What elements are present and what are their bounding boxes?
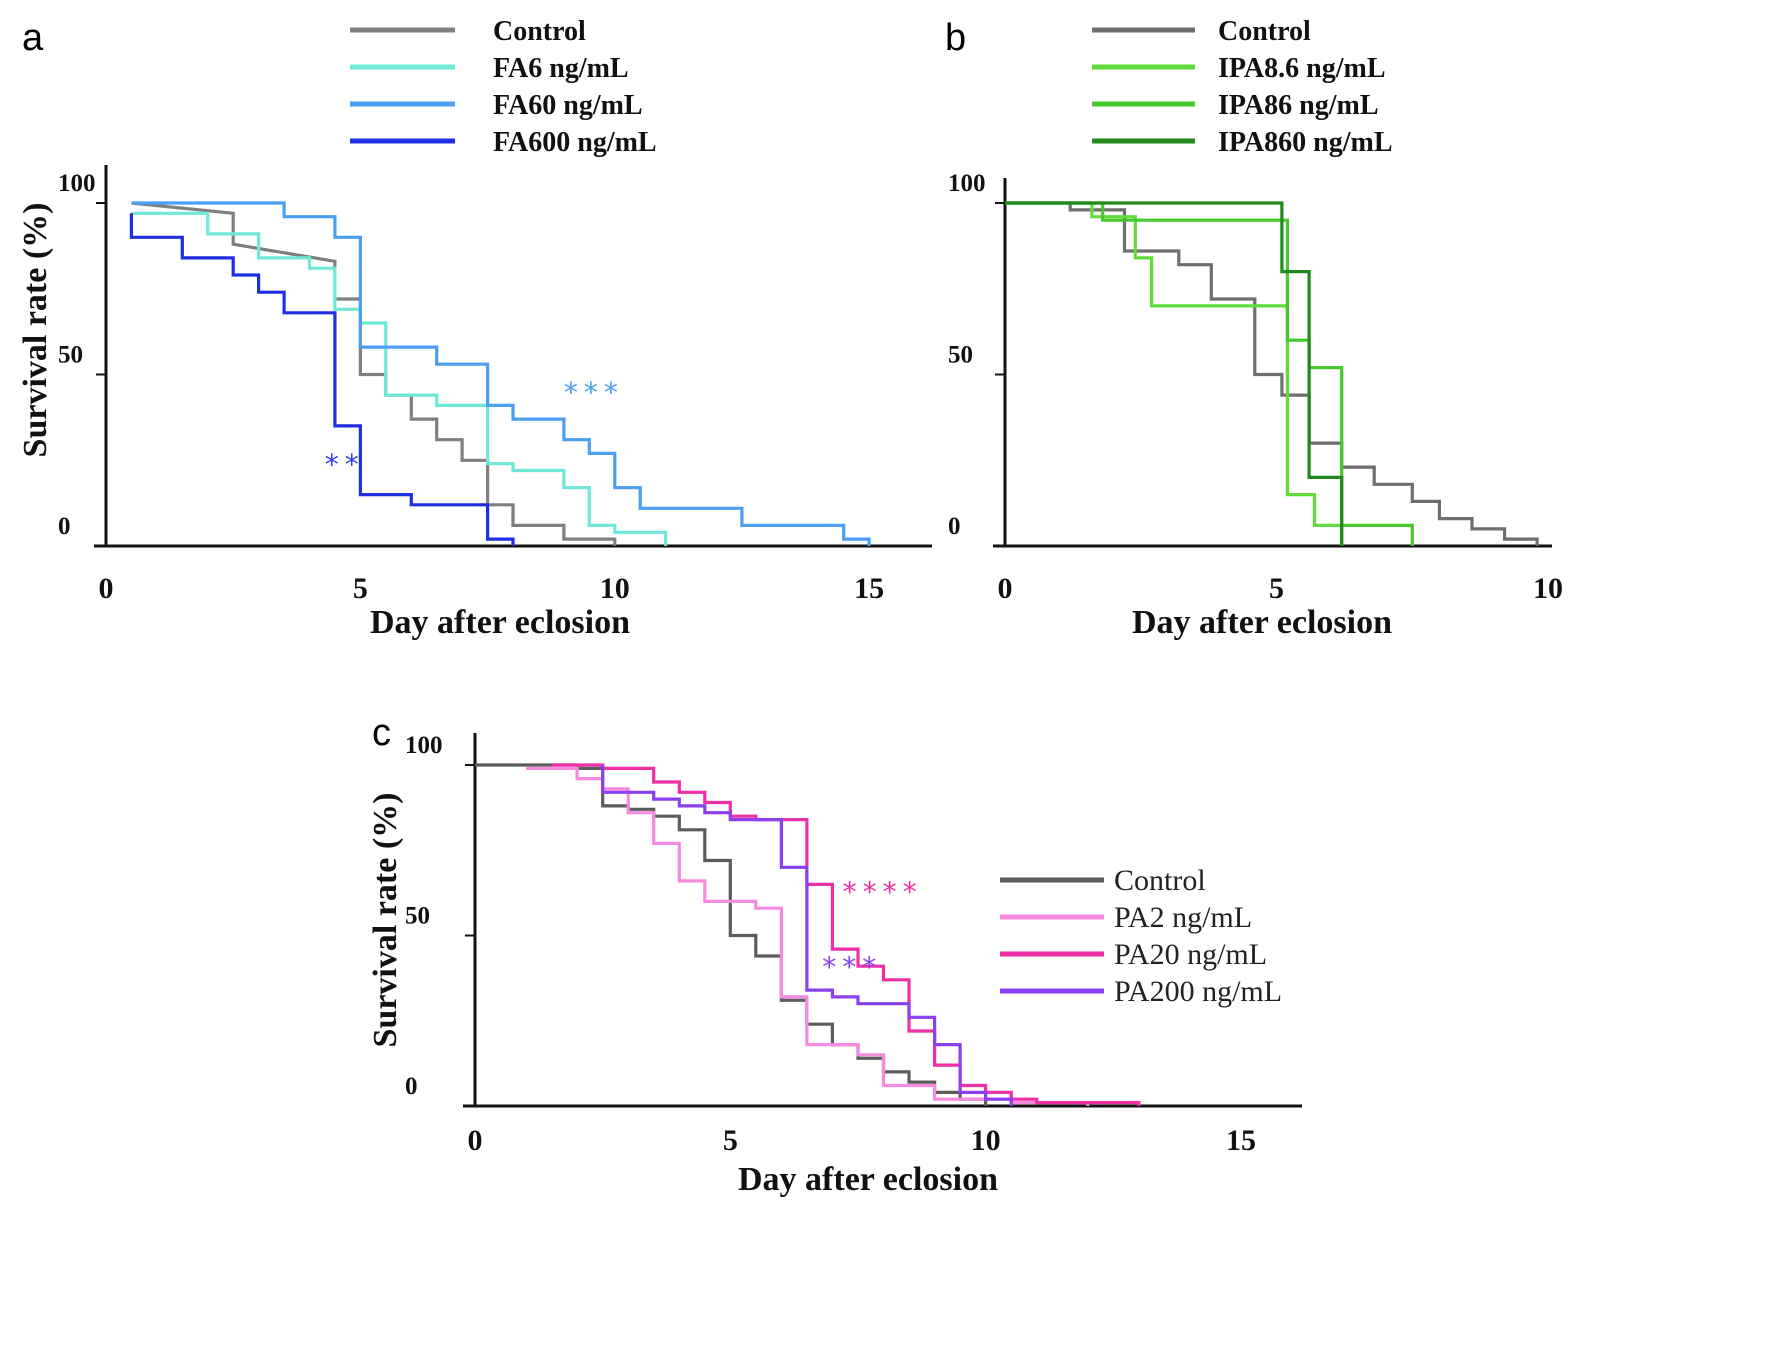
x-axis-label: Day after eclosion [738,1161,998,1198]
significance-annotation: *** [564,376,624,409]
series-line-2 [551,763,1141,1106]
y-tick-label: 0 [948,513,961,540]
x-tick-label: 15 [1226,1124,1256,1157]
series-line-3 [1005,201,1344,546]
x-tick-label: 5 [723,1124,738,1157]
series-line-2 [131,201,871,546]
significance-annotation: *** [822,950,882,983]
y-tick-label: 50 [948,342,973,369]
y-axis-label: Survival rate (%) [367,793,404,1048]
legend-label: PA2 ng/mL [1114,901,1252,934]
legend-label: FA60 ng/mL [493,90,643,121]
panel-letter: b [945,17,966,59]
legend-label: Control [1218,16,1311,47]
significance-annotation: ** [325,448,365,481]
x-tick-label: 15 [854,572,884,605]
series-line-3 [601,765,1013,1106]
chart-panel-a: a 0 50 100 0 5 10 15 Day after eclosion Survival … [17,16,932,641]
series-line-1 [131,211,668,546]
x-tick-label: 0 [99,572,114,605]
legend-label: IPA86 ng/mL [1218,90,1379,121]
x-tick-label: 0 [998,572,1013,605]
series-line-3 [129,213,515,546]
x-axis-label: Day after eclosion [1132,604,1392,641]
legend-label: IPA860 ng/mL [1218,127,1393,158]
y-tick-label: 50 [405,903,430,930]
x-tick-label: 10 [971,1124,1001,1157]
panel-letter: a [22,17,44,59]
legend-label: PA20 ng/mL [1114,938,1267,971]
series-line-2 [1005,201,1414,546]
y-tick-label: 0 [405,1073,418,1100]
x-tick-label: 0 [468,1124,483,1157]
chart-panel-c: c 0 50 100 0 5 10 15 Day after eclosion Survival … [367,712,1302,1198]
y-tick-label: 100 [948,170,986,197]
y-tick-label: 50 [58,342,83,369]
legend-label: Control [1114,864,1206,897]
legend-label: Control [493,16,586,47]
x-tick-label: 10 [600,572,630,605]
y-tick-label: 0 [58,513,71,540]
legend-label: FA6 ng/mL [493,53,629,84]
y-tick-label: 100 [405,732,443,759]
legend-label: IPA8.6 ng/mL [1218,53,1386,84]
x-axis-label: Day after eclosion [370,604,630,641]
legend-label: FA600 ng/mL [493,127,657,158]
y-tick-label: 100 [58,170,96,197]
series-line-0 [1005,201,1539,546]
series-line-1 [526,766,1090,1106]
chart-panel-b: b 0 50 100 0 5 10 Day after eclosion Control IPA8… [945,16,1563,641]
panel-letter: c [372,712,391,754]
series-line-1 [1005,201,1344,546]
y-axis-label: Survival rate (%) [17,203,54,458]
significance-annotation: **** [843,875,923,908]
x-tick-label: 10 [1533,572,1563,605]
x-tick-label: 5 [1269,572,1284,605]
legend-label: PA200 ng/mL [1114,975,1282,1008]
x-tick-label: 5 [353,572,368,605]
